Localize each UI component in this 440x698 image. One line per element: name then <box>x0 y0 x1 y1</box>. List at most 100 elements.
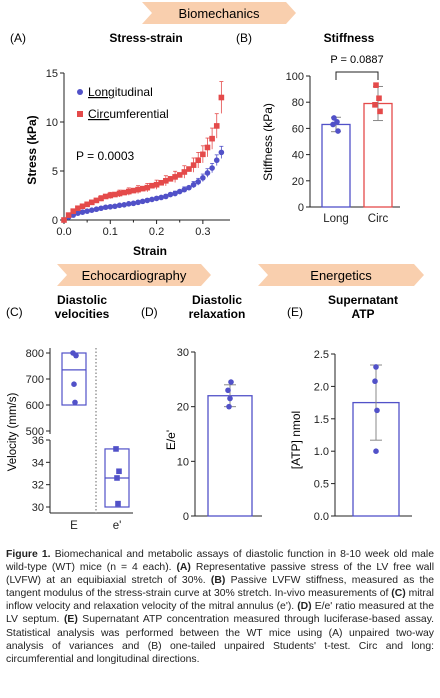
panel-c-velocities: (C) Diastolic velocities Velocity (mm/s)… <box>6 293 133 532</box>
panel-a-point-longitudinal <box>149 196 155 203</box>
panel-a-point-circumferential <box>116 190 123 197</box>
panel-d-ylabel: E/e' <box>164 430 178 450</box>
panel-b-point <box>335 128 341 134</box>
panel-d-y-tick-label: 10 <box>177 456 189 468</box>
panel-b-y-tick-label: 40 <box>292 150 304 162</box>
panel-b-point <box>373 82 379 88</box>
figure-canvas: Biomechanics Echocardiography Energetics… <box>6 2 424 532</box>
panel-a-point-longitudinal <box>93 206 100 213</box>
panel-a-point-circumferential <box>153 181 160 188</box>
panel-e-y-tick-label: 1.5 <box>314 414 329 426</box>
panel-a-point-longitudinal <box>102 204 109 211</box>
panel-e-atp: (E) Supernatant ATP [ATP] nmol 0.0 0.5 1.0… <box>287 293 412 523</box>
panel-a-point-longitudinal <box>107 203 114 210</box>
panel-e-letter: (E) <box>287 305 303 319</box>
caption-label-d: (D) <box>297 601 312 613</box>
panel-d-letter: (D) <box>141 305 158 319</box>
banner-echocardiography: Echocardiography <box>57 264 211 286</box>
panel-a-y-tick-label: 5 <box>52 166 58 178</box>
caption-label-c: (C) <box>391 588 406 600</box>
panel-a-point-longitudinal <box>200 175 206 181</box>
panel-a-point-longitudinal <box>135 199 141 206</box>
panel-b-point <box>334 119 340 125</box>
panel-a-point-circumferential <box>88 199 95 206</box>
panel-a-point-circumferential <box>158 179 164 186</box>
caption-label-a: (A) <box>176 562 191 574</box>
legend-longitudinal-rest: itudinal <box>115 85 153 99</box>
caption-label-b: (B) <box>210 575 226 587</box>
panel-d-point <box>225 387 231 394</box>
panel-a-point-longitudinal <box>98 205 104 212</box>
panel-a-point-longitudinal <box>126 201 132 207</box>
panel-a-point-longitudinal <box>116 202 123 209</box>
panel-b-stiffness: (B) Stiffness Stiffness (kPa) P = 0.0887… <box>236 31 400 225</box>
panel-d-point <box>228 379 234 385</box>
panel-a-point-circumferential <box>126 188 132 195</box>
figure-caption: Figure 1. Biomechanical and metabolic as… <box>6 548 434 666</box>
panel-c-title-line1: Diastolic <box>57 293 107 307</box>
panel-a-point-circumferential <box>176 172 183 178</box>
caption-intro: Biomechanical and metabolic assays of di… <box>6 549 434 574</box>
legend-longitudinal-underlined: Long <box>88 85 115 99</box>
panel-a-point-longitudinal <box>190 181 197 188</box>
panel-c-box-e <box>61 352 87 406</box>
panel-a-point-longitudinal <box>163 193 169 200</box>
panel-e-y-tick-label: 1.0 <box>314 446 329 458</box>
panel-b-point <box>376 95 382 102</box>
panel-e-y-tick-label: 2.5 <box>314 349 329 361</box>
panel-b-title: Stiffness <box>324 31 375 45</box>
panel-a-point-circumferential <box>167 176 174 182</box>
panel-a-point-longitudinal <box>213 157 220 164</box>
panel-b-y-tick-label: 0 <box>298 202 304 214</box>
panel-b-y-tick-label: 60 <box>292 123 304 135</box>
panel-b-y-tick-label: 100 <box>286 71 304 83</box>
panel-a-point-circumferential <box>209 135 215 142</box>
panel-a-point-circumferential <box>70 208 77 214</box>
panel-d-point <box>227 395 233 402</box>
panel-e-point <box>374 407 380 414</box>
panel-a-point-circumferential <box>135 186 141 193</box>
panel-a-point-longitudinal <box>112 203 118 210</box>
panel-b-p-value: P = 0.0887 <box>330 54 383 66</box>
panel-b-point <box>330 121 336 128</box>
panel-e-ylabel: [ATP] nmol <box>289 411 303 469</box>
panel-a-point-circumferential <box>144 184 151 191</box>
panel-a-p-value: P = 0.0003 <box>76 149 134 163</box>
panel-a-y-tick-label: 0 <box>52 215 58 227</box>
legend-longitudinal-marker <box>77 89 83 95</box>
panel-c-upper-y-tick-label: 500 <box>26 426 44 438</box>
panel-a-title: Stress-strain <box>109 31 182 45</box>
panel-a-point-longitudinal <box>144 197 151 204</box>
panel-c-upper-y-tick-label: 700 <box>26 374 44 386</box>
banner-energetics: Energetics <box>258 264 424 286</box>
panel-e-y-tick-label: 0.0 <box>314 511 329 523</box>
panel-e-point <box>372 378 378 385</box>
panel-a-x-tick-label: 0.1 <box>103 226 118 238</box>
panel-a-point-circumferential <box>200 151 206 158</box>
panel-a-point-circumferential <box>172 174 178 180</box>
panel-d-relaxation: (D) Diastolic relaxation E/e' 0 10 20 30 <box>141 293 262 523</box>
panel-d-point <box>226 403 232 410</box>
panel-d-y-tick-label: 30 <box>177 347 189 359</box>
panel-a-point-longitudinal <box>88 207 95 213</box>
panel-a-point-circumferential <box>181 169 188 175</box>
panel-a-point-circumferential <box>213 123 220 129</box>
panel-a-point-longitudinal <box>218 149 225 156</box>
panel-a-point-longitudinal <box>84 208 90 214</box>
panel-a-point-longitudinal <box>204 170 211 176</box>
panel-c-title-line2: velocities <box>55 307 110 321</box>
panel-c-ylabel: Velocity (mm/s) <box>7 393 19 472</box>
panel-b-bar-long <box>321 123 351 208</box>
panel-b-x-label-long: Long <box>323 213 349 225</box>
panel-a-point-circumferential <box>107 192 114 199</box>
legend-circumferential-marker <box>77 111 83 117</box>
panel-a-point-circumferential <box>75 205 81 212</box>
panel-c-lower-y-tick-label: 30 <box>32 502 44 514</box>
panel-a-xlabel: Strain <box>133 244 167 258</box>
panel-a-point-circumferential <box>98 195 104 202</box>
panel-a-point-circumferential <box>195 157 202 164</box>
panel-c-lower-y-tick-label: 32 <box>32 480 44 492</box>
panel-c-lower-y-tick-label: 34 <box>32 457 44 469</box>
panel-a-point-longitudinal <box>130 200 137 207</box>
panel-a-point-longitudinal <box>139 198 146 205</box>
